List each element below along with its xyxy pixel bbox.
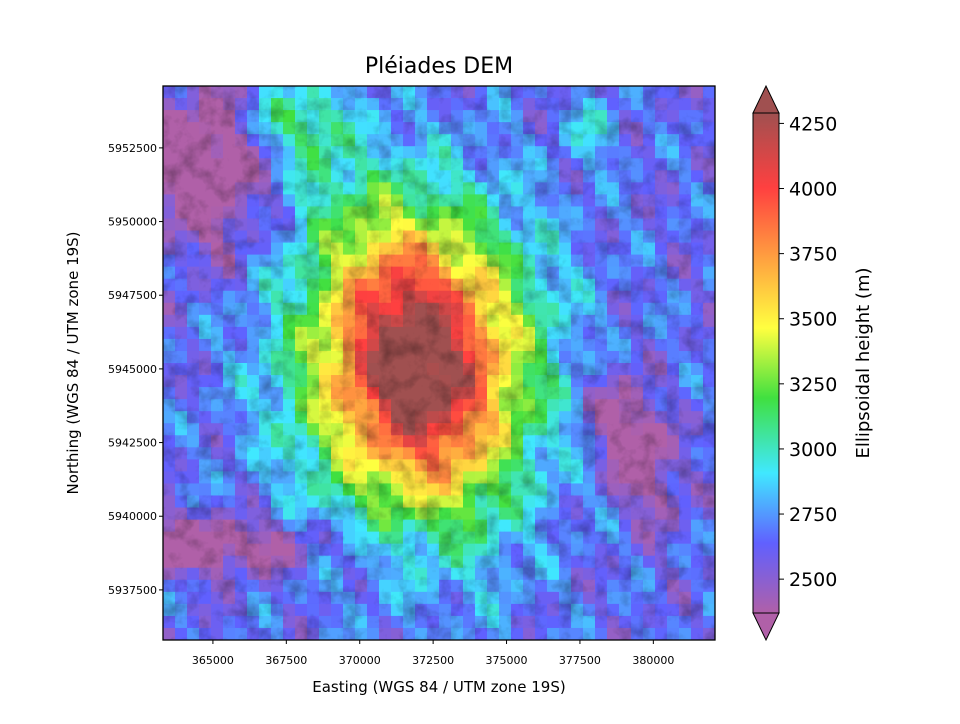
x-tick-label: 380000: [632, 654, 674, 667]
y-tick-label: 5947500: [108, 289, 157, 302]
y-tick-label: 5940000: [108, 510, 157, 523]
x-tick-label: 370000: [339, 654, 381, 667]
x-tick-label: 367500: [265, 654, 307, 667]
x-tick-label: 377500: [559, 654, 601, 667]
plot-frame: [162, 85, 716, 641]
hillshade-texture: [163, 86, 715, 640]
colorbar-tick-label: 2750: [789, 504, 837, 526]
colorbar-label: Ellipsoidal height (m): [853, 267, 874, 458]
colorbar-tick-label: 3250: [789, 374, 837, 396]
colorbar-gradient: [752, 112, 780, 614]
y-axis-label: Northing (WGS 84 / UTM zone 19S): [64, 231, 82, 494]
x-axis: 365000 367500 370000 372500 375000 377500 3800…: [192, 640, 674, 667]
x-tick-label: 375000: [486, 654, 528, 667]
x-axis-label: Easting (WGS 84 / UTM zone 19S): [312, 678, 565, 696]
x-tick-label: 372500: [412, 654, 454, 667]
colorbar-extend-top: [752, 84, 780, 114]
y-tick-label: 5950000: [108, 216, 157, 229]
x-tick-label: 365000: [192, 654, 234, 667]
plot-area: [163, 86, 715, 640]
colorbar: 2500 2750 3000 3250 3500 3750 4000 4250 Ellipso…: [752, 84, 874, 642]
y-tick-label: 5942500: [108, 437, 157, 450]
y-tick-label: 5937500: [108, 584, 157, 597]
y-tick-label: 5945000: [108, 363, 157, 376]
colorbar-tick-label: 4000: [789, 179, 837, 201]
colorbar-extend-bottom: [752, 612, 780, 642]
colorbar-tick-label: 3000: [789, 439, 837, 461]
colorbar-ticks: 2500 2750 3000 3250 3500 3750 4000 4250: [779, 113, 837, 591]
colorbar-tick-label: 4250: [789, 113, 837, 135]
y-axis: 5937500 5940000 5942500 5945000 5947500 59500…: [108, 142, 163, 597]
colorbar-tick-label: 2500: [789, 569, 837, 591]
colorbar-tick-label: 3500: [789, 309, 837, 331]
chart-title: Pléiades DEM: [365, 54, 513, 79]
y-tick-label: 5952500: [108, 142, 157, 155]
colorbar-tick-label: 3750: [789, 244, 837, 266]
